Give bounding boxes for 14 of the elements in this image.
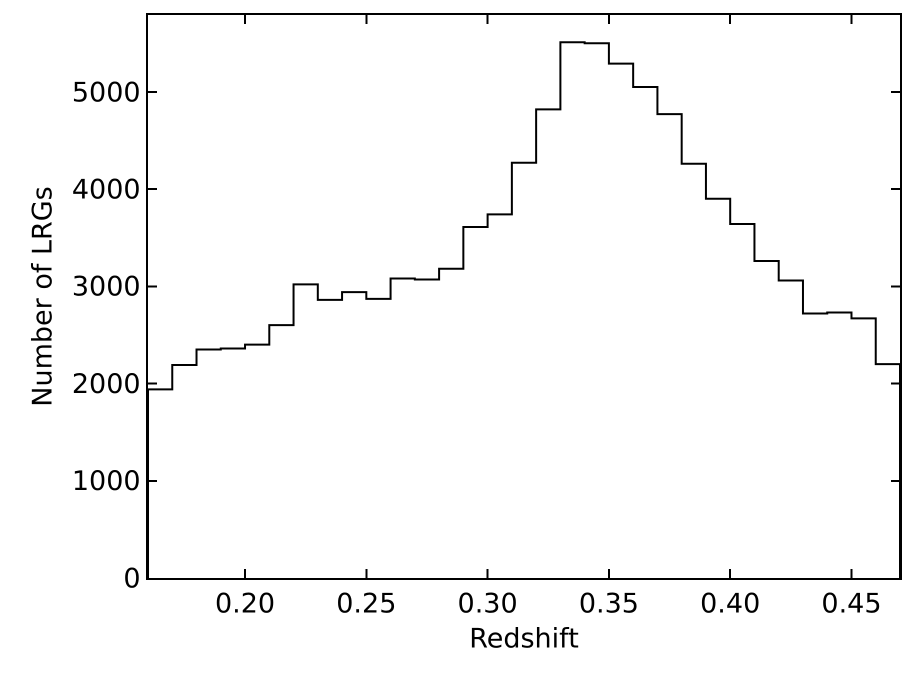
x-tick-label: 0.25 [336,588,396,620]
x-tick-label: 0.40 [700,588,760,620]
x-tick-label: 0.35 [578,588,639,620]
y-tick-label: 4000 [72,174,141,206]
y-tick-label: 3000 [72,272,141,303]
x-axis-title: Redshift [469,623,579,654]
x-tick-label: 0.45 [821,588,882,620]
x-tick-label: 0.20 [214,588,276,620]
y-tick-label: 5000 [72,77,141,108]
y-tick-label: 1000 [72,466,141,498]
y-tick-label: 2000 [72,368,141,400]
x-tick-label: 0.30 [458,588,518,620]
y-axis-title: Number of LRGs [27,186,58,407]
y-tick-label: 0 [123,563,141,594]
